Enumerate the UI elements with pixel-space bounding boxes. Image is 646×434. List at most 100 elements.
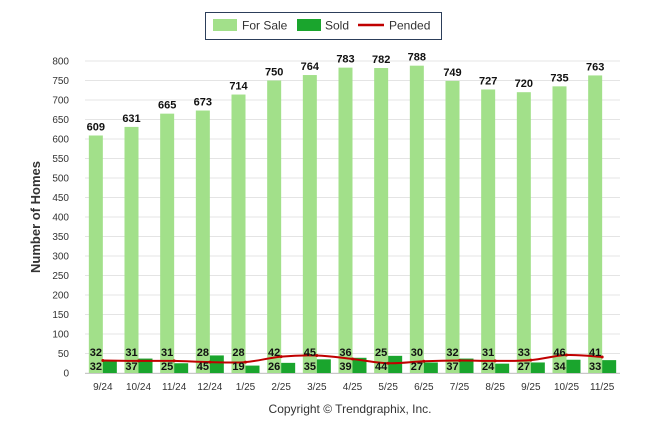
bar-sold-8/25 (495, 363, 510, 373)
bar-sold-9/25 (530, 362, 545, 373)
legend-swatch-for-sale (213, 19, 237, 31)
x-tick-label: 7/25 (450, 382, 470, 393)
x-tick-label: 3/25 (307, 382, 327, 393)
label-pended: 28 (232, 347, 244, 359)
bar-sold-7/25 (459, 358, 474, 373)
label-pended: 33 (518, 347, 530, 359)
label-for-sale: 749 (443, 67, 461, 79)
y-tick-label: 300 (52, 252, 69, 263)
point-pended-5/25 (386, 361, 390, 365)
bar-for-sale-9/24 (88, 135, 103, 373)
x-tick-label: 2/25 (271, 382, 291, 393)
legend-swatch-sold (297, 19, 321, 31)
label-sold: 25 (161, 361, 173, 373)
legend: For Sale Sold Pended (205, 12, 442, 40)
y-tick-label: 550 (52, 154, 69, 165)
x-tick-label: 9/25 (521, 382, 541, 393)
label-sold: 26 (268, 361, 280, 373)
y-tick-label: 350 (52, 232, 69, 243)
label-for-sale: 673 (194, 97, 212, 109)
legend-label-pended: Pended (389, 19, 430, 33)
bar-sold-2/25 (281, 362, 296, 373)
label-for-sale: 788 (408, 52, 426, 64)
bar-sold-11/24 (174, 363, 189, 373)
label-pended: 28 (197, 347, 209, 359)
x-tick-label: 9/24 (93, 382, 113, 393)
bar-for-sale-9/25 (516, 92, 531, 373)
y-tick-label: 100 (52, 330, 69, 341)
label-for-sale: 665 (158, 100, 176, 112)
y-axis-title: Number of Homes (28, 161, 43, 273)
bars (88, 65, 617, 374)
label-pended: 42 (268, 347, 280, 359)
point-pended-10/24 (137, 359, 140, 363)
x-axis: 9/24 10/24 11/24 12/24 1/25 2/25 3/25 4/25 5/25 6… (93, 382, 615, 393)
label-pended: 45 (304, 347, 316, 359)
y-tick-label: 600 (52, 135, 69, 146)
label-pended: 31 (125, 347, 137, 359)
x-tick-label: 10/25 (554, 382, 579, 393)
legend-label-for-sale: For Sale (242, 19, 288, 33)
label-for-sale: 764 (301, 61, 320, 73)
label-pended: 46 (553, 347, 565, 359)
y-tick-label: 0 (63, 369, 69, 380)
point-pended-8/25 (493, 359, 497, 363)
label-sold: 37 (125, 361, 137, 373)
label-for-sale: 720 (515, 78, 533, 90)
point-pended-2/25 (279, 355, 283, 359)
point-pended-11/24 (172, 359, 176, 363)
label-for-sale: 783 (336, 54, 354, 66)
bar-sold-9/24 (102, 360, 117, 373)
y-tick-label: 450 (52, 193, 69, 204)
bar-sold-10/25 (566, 359, 581, 373)
label-for-sale: 782 (372, 54, 390, 66)
label-sold: 39 (339, 361, 351, 373)
bar-sold-4/25 (352, 357, 367, 373)
point-pended-7/25 (458, 359, 461, 363)
label-pended: 30 (411, 347, 423, 359)
x-tick-label: 5/25 (378, 382, 398, 393)
label-sold: 27 (518, 361, 530, 373)
y-tick-label: 50 (58, 349, 70, 360)
x-tick-label: 10/24 (126, 382, 151, 393)
y-tick-label: 750 (52, 76, 69, 87)
bar-for-sale-2/25 (267, 80, 282, 373)
label-sold: 35 (304, 361, 316, 373)
point-pended-3/25 (315, 353, 319, 357)
label-sold: 19 (232, 361, 244, 373)
point-pended-11/25 (600, 355, 604, 359)
bar-sold-12/24 (209, 355, 224, 373)
point-pended-4/25 (351, 357, 354, 361)
bar-sold-3/25 (316, 359, 331, 373)
x-tick-label: 8/25 (485, 382, 505, 393)
label-pended: 31 (161, 347, 173, 359)
data-labels: 609 32 32 631 31 37 665 31 25 673 28 45 714 28 19 750 42… (87, 52, 605, 373)
bar-sold-11/25 (602, 360, 617, 373)
pended-line (101, 353, 604, 365)
label-sold: 32 (90, 361, 102, 373)
label-sold: 24 (482, 361, 495, 373)
bar-for-sale-11/25 (588, 75, 603, 374)
label-sold: 27 (411, 361, 423, 373)
label-for-sale: 763 (586, 61, 604, 73)
x-tick-label: 6/25 (414, 382, 434, 393)
x-tick-label: 4/25 (343, 382, 363, 393)
bar-for-sale-7/25 (445, 80, 460, 373)
label-pended: 41 (589, 347, 601, 359)
bar-for-sale-1/25 (231, 94, 246, 373)
x-tick-label: 11/24 (162, 382, 187, 393)
point-pended-10/25 (565, 353, 568, 357)
point-pended-6/25 (422, 359, 426, 363)
y-tick-label: 650 (52, 115, 69, 126)
y-tick-label: 500 (52, 174, 69, 185)
bar-for-sale-8/25 (481, 89, 496, 373)
point-pended-9/24 (101, 359, 105, 363)
y-tick-label: 700 (52, 96, 69, 107)
label-for-sale: 609 (87, 121, 105, 133)
bar-sold-5/25 (388, 355, 403, 373)
label-for-sale: 735 (550, 72, 568, 84)
label-for-sale: 714 (229, 81, 248, 93)
bar-for-sale-11/24 (160, 113, 175, 374)
y-axis: 0 50 100 150 200 250 300 350 400 450 500 550 600 650 7… (52, 57, 69, 380)
x-tick-label: 12/24 (197, 382, 222, 393)
